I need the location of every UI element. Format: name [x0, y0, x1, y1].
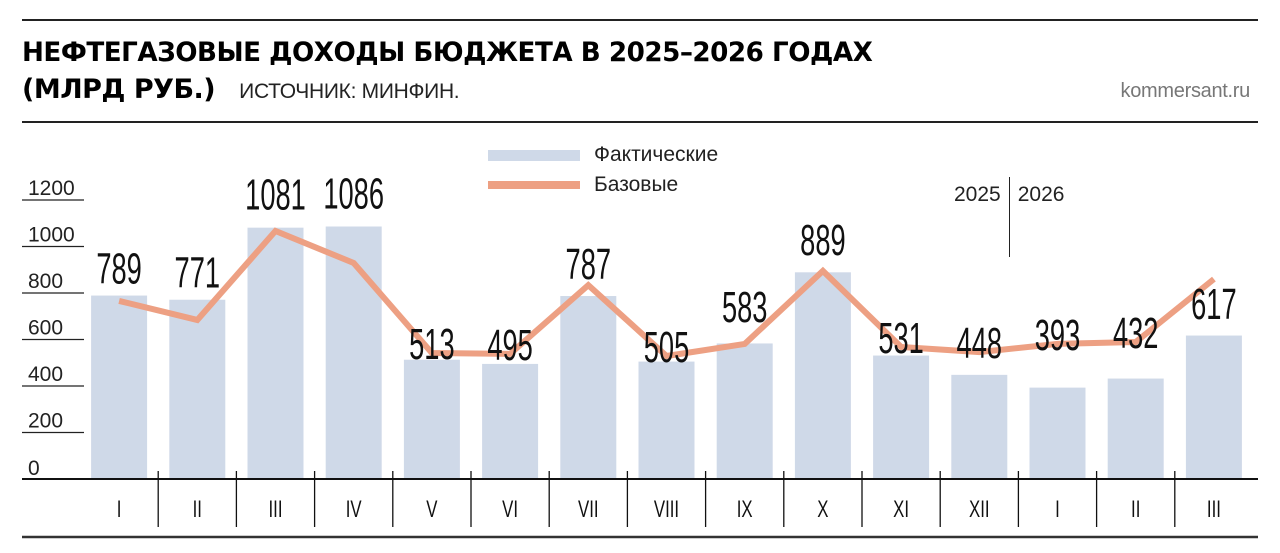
legend-item-base: Базовые	[488, 170, 718, 200]
legend-item-actual: Фактические	[488, 140, 718, 170]
x-tick-label: XII	[969, 496, 990, 523]
data-label: 787	[566, 239, 612, 288]
bar	[794, 272, 851, 479]
bar	[873, 355, 930, 479]
data-label: 889	[800, 215, 846, 264]
legend: Фактические Базовые	[488, 140, 718, 200]
source-note: ИСТОЧНИК: МИНФИН.	[239, 80, 460, 103]
bar	[560, 296, 617, 479]
x-tick-label: III	[268, 496, 282, 523]
data-label: 617	[1191, 279, 1237, 328]
header-bottom-rule	[22, 121, 1258, 123]
x-tick-label: I	[117, 496, 122, 523]
x-tick-label: IX	[737, 496, 753, 523]
x-tick-label: I	[1055, 496, 1060, 523]
base-line	[118, 227, 1216, 360]
year-divider-line	[1008, 177, 1010, 257]
x-tick-label: IV	[346, 496, 362, 523]
legend-label-actual: Фактические	[594, 143, 719, 166]
x-tick-label: VIII	[654, 496, 679, 523]
bar	[716, 343, 773, 479]
x-tick-label: II	[1131, 496, 1140, 523]
bar	[247, 227, 304, 479]
y-tick-label: 800	[28, 270, 63, 293]
legend-label-base: Базовые	[594, 173, 679, 196]
data-label: 432	[1113, 308, 1159, 357]
data-label: 583	[722, 282, 768, 331]
data-label: 1086	[323, 169, 384, 218]
y-tick-label: 1000	[28, 224, 75, 247]
x-tick-label: II	[193, 496, 202, 523]
bar	[169, 299, 226, 479]
x-tick-label: XI	[893, 496, 909, 523]
y-tick-label: 0	[28, 457, 40, 480]
bar	[403, 359, 460, 479]
x-tick-label: X	[817, 496, 828, 523]
bar	[325, 226, 382, 479]
data-label: 771	[175, 248, 221, 297]
bar	[1185, 335, 1242, 479]
bar	[951, 374, 1008, 479]
bar-swatch-icon	[488, 149, 580, 161]
x-tick-label: VI	[502, 496, 518, 523]
line-swatch-icon	[488, 181, 580, 189]
chart-title-units: (МЛРД РУБ.)	[22, 74, 216, 105]
y-tick-label: 600	[28, 317, 63, 340]
chart-title: НЕФТЕГАЗОВЫЕ ДОХОДЫ БЮДЖЕТА В 2025–2026 …	[22, 37, 873, 68]
x-tick-label: VII	[578, 496, 599, 523]
data-label: 448	[957, 318, 1003, 367]
bar	[482, 363, 539, 479]
bar	[638, 361, 695, 479]
bar	[1029, 387, 1086, 479]
bar	[1107, 378, 1164, 479]
year-2026-label: 2026	[1017, 183, 1065, 206]
data-label: 513	[409, 319, 455, 368]
y-tick-label: 400	[28, 363, 63, 386]
y-tick-label: 1200	[28, 177, 75, 200]
y-tick-label: 200	[28, 410, 63, 433]
data-label: 495	[487, 320, 533, 369]
data-label: 789	[96, 244, 142, 293]
data-label: 1081	[245, 170, 306, 219]
data-label: 393	[1035, 310, 1081, 359]
subtitle-row: (МЛРД РУБ.) ИСТОЧНИК: МИНФИН.	[22, 74, 460, 108]
x-tick-label: V	[426, 496, 437, 523]
data-label: 531	[878, 313, 924, 362]
data-label: 505	[644, 322, 690, 371]
bar	[91, 295, 148, 479]
x-tick-label: III	[1207, 496, 1221, 523]
year-divider-label: 2025 2026	[954, 155, 1065, 257]
year-2025-label: 2025	[954, 183, 1001, 206]
brand-link[interactable]: kommersant.ru	[1120, 80, 1251, 102]
top-rule	[22, 19, 1258, 21]
